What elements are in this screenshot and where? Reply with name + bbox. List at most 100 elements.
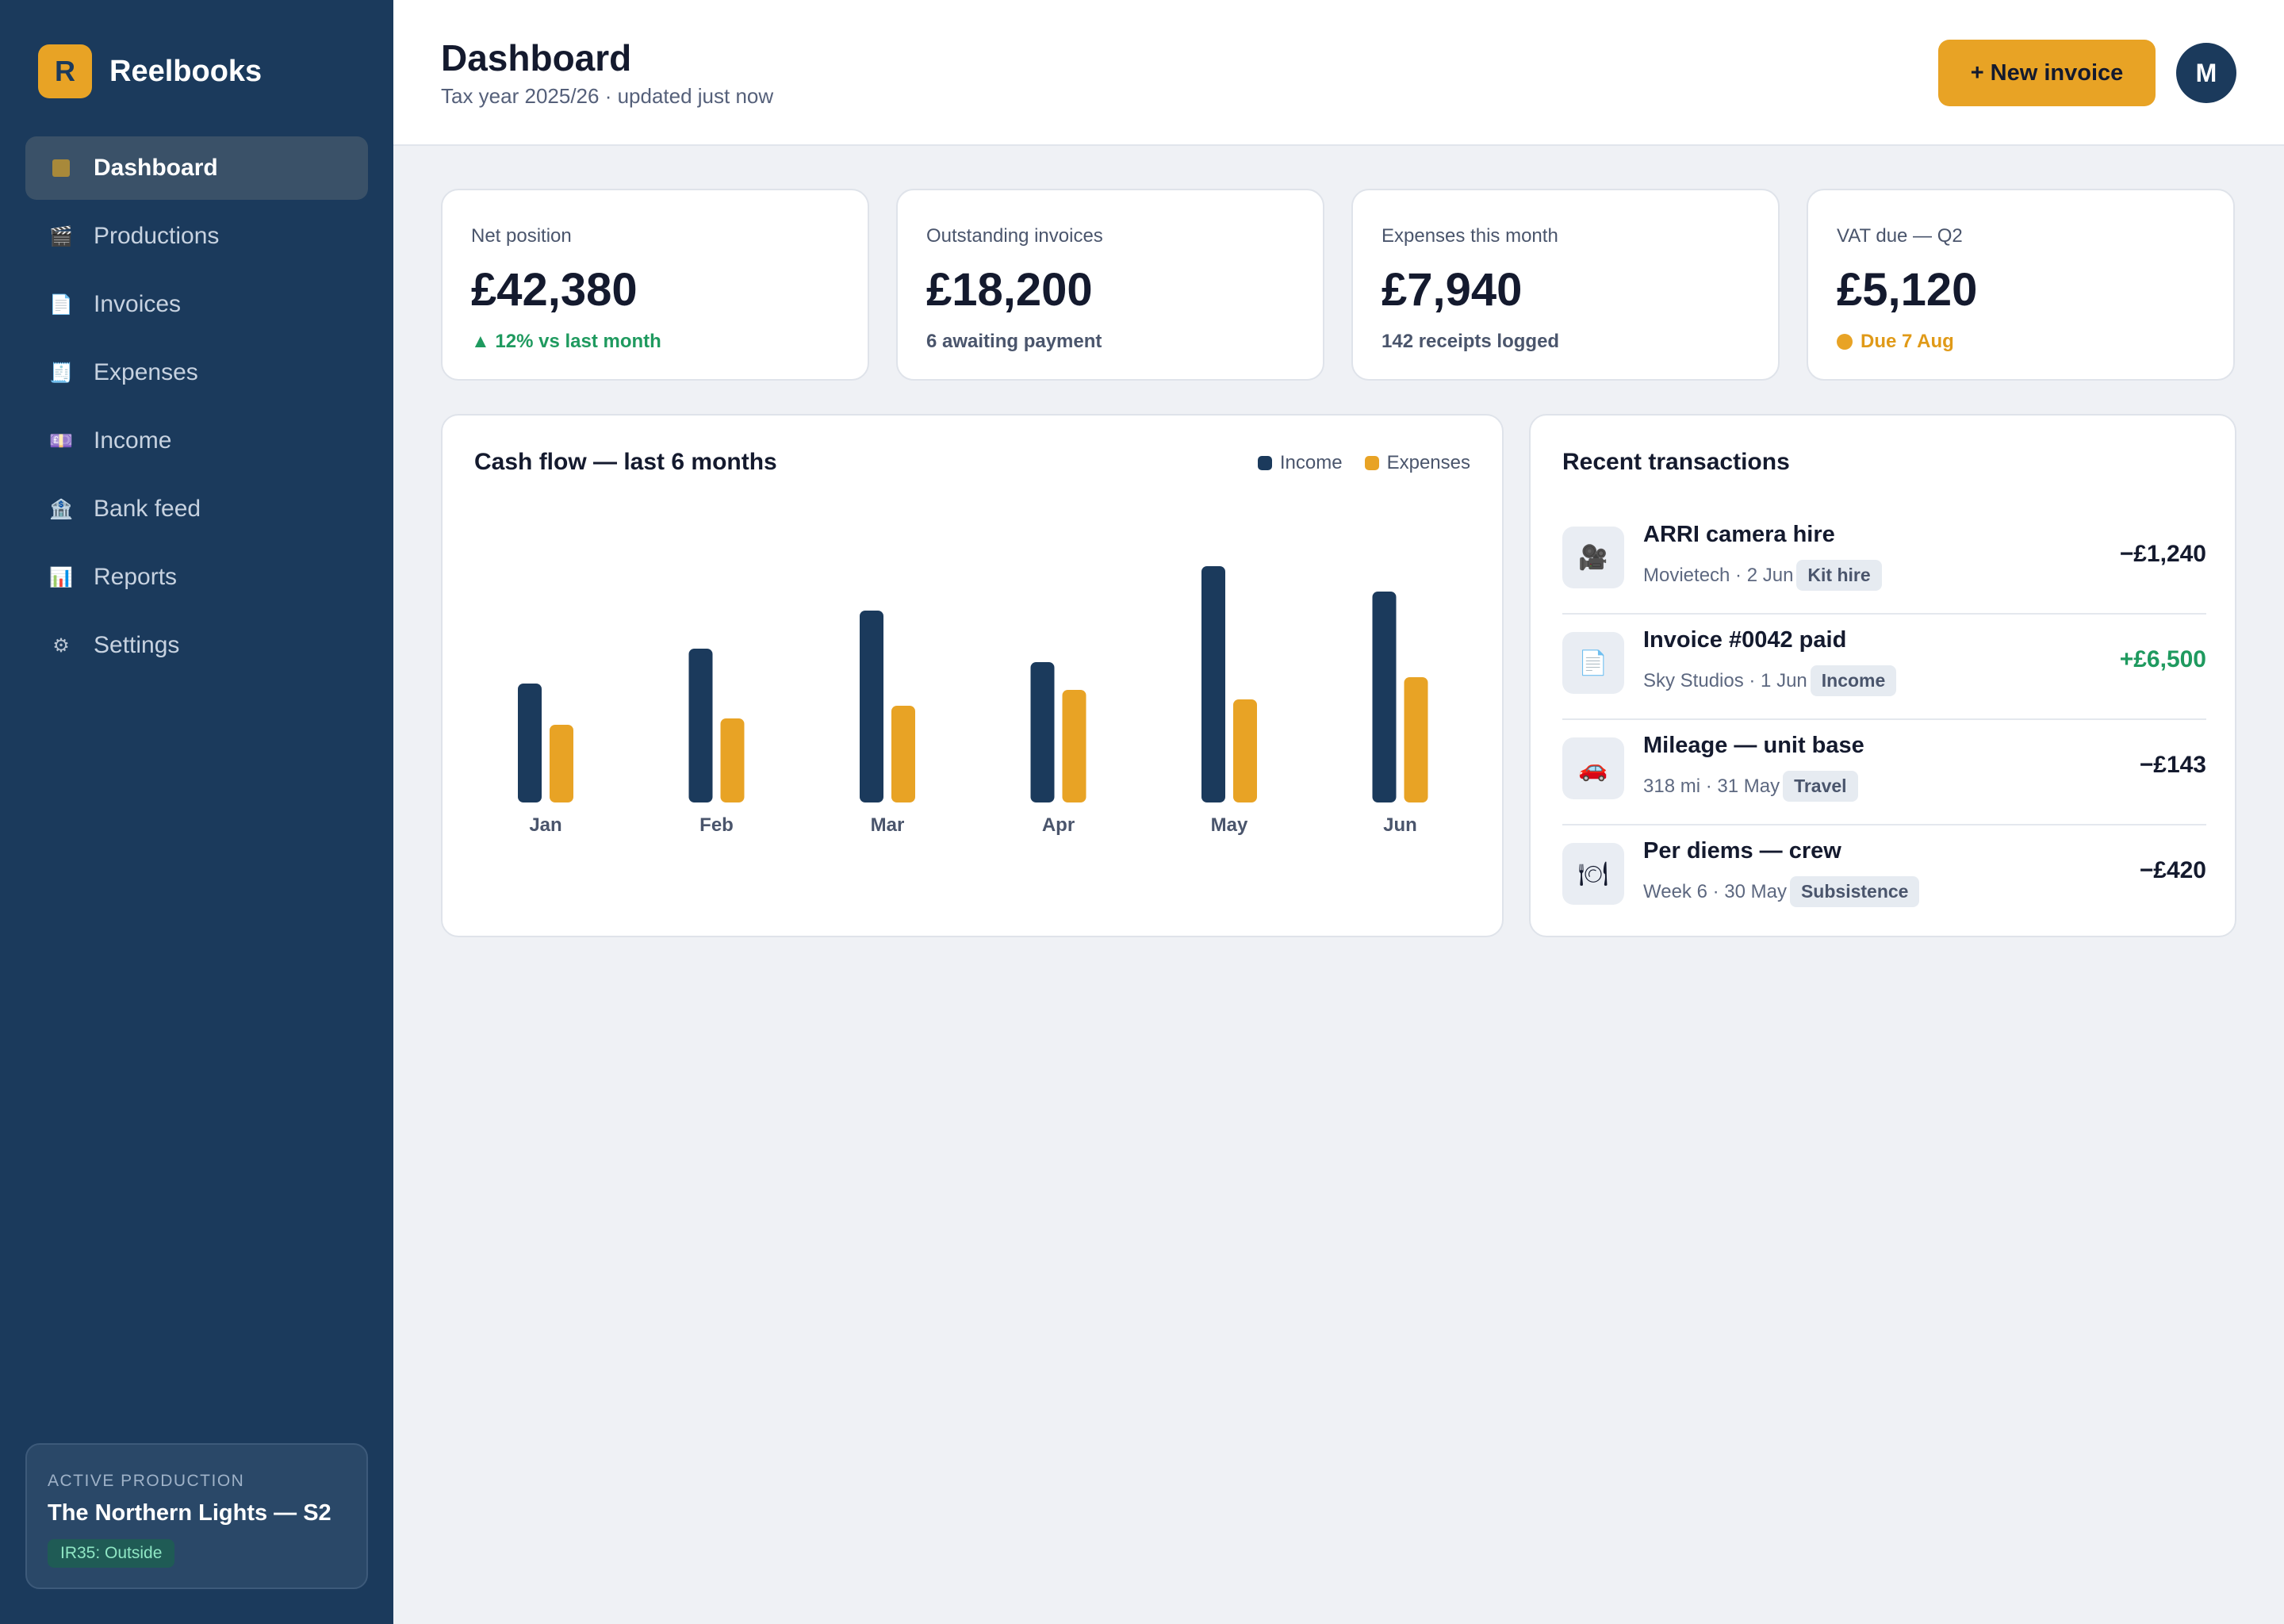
- sidebar-nav: Dashboard 🎬 Productions 📄 Invoices 🧾 Exp…: [25, 136, 368, 682]
- new-invoice-button[interactable]: + New invoice: [1938, 40, 2156, 106]
- legend-label: Income: [1279, 452, 1343, 473]
- bar-income-may[interactable]: [1201, 566, 1225, 802]
- active-production-kicker: ACTIVE PRODUCTION: [48, 1472, 245, 1490]
- transaction-title: ARRI camera hire: [1643, 522, 1835, 547]
- stat-trend: ▲ 12% vs last month: [471, 331, 661, 352]
- cash-icon: 💷: [49, 430, 73, 452]
- transaction-row[interactable]: 📄 Invoice #0042 paid Sky Studios · 1 Jun…: [1562, 615, 2206, 720]
- legend-item-income[interactable]: Income: [1257, 452, 1343, 474]
- sidebar-item-income[interactable]: 💷 Income: [25, 409, 368, 473]
- transaction-meta-text: Sky Studios · 1 Jun: [1643, 669, 1807, 691]
- transaction-meta: Week 6 · 30 May Subsistence: [1643, 876, 1920, 907]
- stat-note-text: Due 7 Aug: [1861, 331, 1954, 352]
- stat-due: Due 7 Aug: [1837, 331, 2233, 353]
- stat-card-net-position[interactable]: Net position £42,380 ▲ 12% vs last month: [441, 189, 869, 381]
- transaction-title: Mileage — unit base: [1643, 733, 1864, 758]
- logo-icon: R: [38, 44, 92, 98]
- ir35-badge: IR35: Outside: [48, 1539, 175, 1568]
- video-camera-icon: 🎥: [1562, 527, 1624, 588]
- sidebar-item-productions[interactable]: 🎬 Productions: [25, 205, 368, 268]
- sidebar-item-expenses[interactable]: 🧾 Expenses: [25, 341, 368, 404]
- document-icon: 📄: [1562, 632, 1624, 694]
- sidebar-item-label: Settings: [94, 632, 180, 658]
- sidebar-item-label: Productions: [94, 223, 220, 249]
- sidebar-item-label: Bank feed: [94, 496, 201, 522]
- bar-expenses-jun[interactable]: [1404, 677, 1428, 802]
- stat-note: 6 awaiting payment: [926, 331, 1102, 352]
- legend-label: Expenses: [1386, 452, 1470, 473]
- sidebar-item-label: Expenses: [94, 359, 198, 385]
- transaction-meta: Movietech · 2 Jun Kit hire: [1643, 560, 1882, 591]
- sidebar-item-dashboard[interactable]: Dashboard: [25, 136, 368, 200]
- due-dot-icon: [1837, 334, 1853, 350]
- brand[interactable]: R Reelbooks: [38, 44, 262, 98]
- gear-icon: ⚙: [52, 634, 70, 657]
- legend-item-expenses[interactable]: Expenses: [1364, 452, 1470, 474]
- x-tick-label: Mar: [871, 814, 905, 836]
- bar-expenses-jan[interactable]: [550, 725, 573, 802]
- transaction-title: Per diems — crew: [1643, 838, 1841, 864]
- bank-icon: 🏦: [49, 498, 73, 520]
- stat-value: £18,200: [926, 264, 1093, 316]
- transaction-tag: Income: [1810, 665, 1897, 696]
- stat-card-outstanding-invoices[interactable]: Outstanding invoices £18,200 6 awaiting …: [896, 189, 1324, 381]
- stat-note: 142 receipts logged: [1382, 331, 1560, 352]
- sidebar-item-settings[interactable]: ⚙ Settings: [25, 614, 368, 677]
- stat-value: £42,380: [471, 264, 638, 316]
- bar-income-jan[interactable]: [518, 684, 542, 802]
- sidebar-item-label: Dashboard: [94, 155, 218, 181]
- transaction-tag: Kit hire: [1796, 560, 1882, 591]
- bar-income-feb[interactable]: [688, 649, 713, 802]
- transaction-amount: −£1,240: [2119, 541, 2206, 567]
- x-tick-label: Jun: [1383, 814, 1417, 836]
- page-subtitle: Tax year 2025/26 · updated just now: [441, 84, 774, 108]
- sidebar-item-label: Income: [94, 427, 172, 454]
- bar-expenses-apr[interactable]: [1062, 690, 1086, 802]
- transaction-meta-text: Week 6 · 30 May: [1643, 880, 1787, 902]
- transaction-row[interactable]: 🍽 Per diems — crew Week 6 · 30 May Subsi…: [1562, 825, 2206, 931]
- stat-label: VAT due — Q2: [1837, 225, 1963, 247]
- sidebar-item-bank-feed[interactable]: 🏦 Bank feed: [25, 477, 368, 541]
- avatar[interactable]: M: [2176, 43, 2236, 103]
- bar-income-jun[interactable]: [1372, 592, 1397, 802]
- transaction-row[interactable]: 🚗 Mileage — unit base 318 mi · 31 May Tr…: [1562, 720, 2206, 825]
- transaction-row[interactable]: 🎥 ARRI camera hire Movietech · 2 Jun Kit…: [1562, 509, 2206, 615]
- page-title: Dashboard: [441, 37, 632, 79]
- active-production-card[interactable]: ACTIVE PRODUCTION The Northern Lights — …: [25, 1443, 368, 1589]
- bar-chart-icon: 📊: [49, 566, 73, 588]
- chart-legend: Income Expenses: [1236, 452, 1470, 474]
- transaction-amount: +£6,500: [2119, 646, 2206, 672]
- active-production-title: The Northern Lights — S2: [48, 1500, 331, 1526]
- stat-card-vat-due[interactable]: VAT due — Q2 £5,120 Due 7 Aug: [1807, 189, 2235, 381]
- chart-title: Cash flow — last 6 months: [474, 449, 777, 475]
- transaction-meta-text: 318 mi · 31 May: [1643, 775, 1780, 797]
- stat-card-expenses-month[interactable]: Expenses this month £7,940 142 receipts …: [1351, 189, 1780, 381]
- transaction-meta: Sky Studios · 1 Jun Income: [1643, 665, 1897, 696]
- bar-income-apr[interactable]: [1030, 662, 1055, 802]
- receipt-icon: 🧾: [49, 362, 73, 384]
- car-icon: 🚗: [1562, 737, 1624, 799]
- stat-label: Expenses this month: [1382, 225, 1558, 247]
- bar-income-mar[interactable]: [860, 611, 883, 802]
- cash-flow-chart: Jan Feb Mar Apr May Jun: [518, 566, 1428, 836]
- transactions-title: Recent transactions: [1562, 449, 1790, 475]
- bar-expenses-mar[interactable]: [891, 706, 915, 802]
- stat-value: £5,120: [1837, 264, 1978, 316]
- bar-expenses-feb[interactable]: [720, 718, 745, 802]
- transaction-tag: Travel: [1783, 771, 1858, 802]
- transaction-amount: −£420: [2139, 857, 2206, 883]
- recent-transactions-card: Recent transactions 🎥 ARRI camera hire M…: [1529, 414, 2236, 937]
- sidebar-item-label: Reports: [94, 564, 178, 590]
- bar-expenses-may[interactable]: [1233, 699, 1257, 802]
- stat-label: Outstanding invoices: [926, 225, 1103, 247]
- sidebar-item-invoices[interactable]: 📄 Invoices: [25, 273, 368, 336]
- cash-flow-card: Jan Feb Mar Apr May Jun Cash flow — last 6 mo…: [441, 414, 1504, 937]
- app-name: Reelbooks: [109, 54, 263, 88]
- stat-value: £7,940: [1382, 264, 1523, 316]
- sidebar: R Reelbooks Dashboard 🎬 Productions 📄 In…: [0, 0, 393, 1624]
- sidebar-item-reports[interactable]: 📊 Reports: [25, 546, 368, 609]
- dashboard-square-icon: [48, 155, 75, 182]
- legend-swatch-expenses: [1364, 456, 1379, 470]
- document-icon: 📄: [49, 293, 73, 316]
- transaction-title: Invoice #0042 paid: [1643, 627, 1847, 653]
